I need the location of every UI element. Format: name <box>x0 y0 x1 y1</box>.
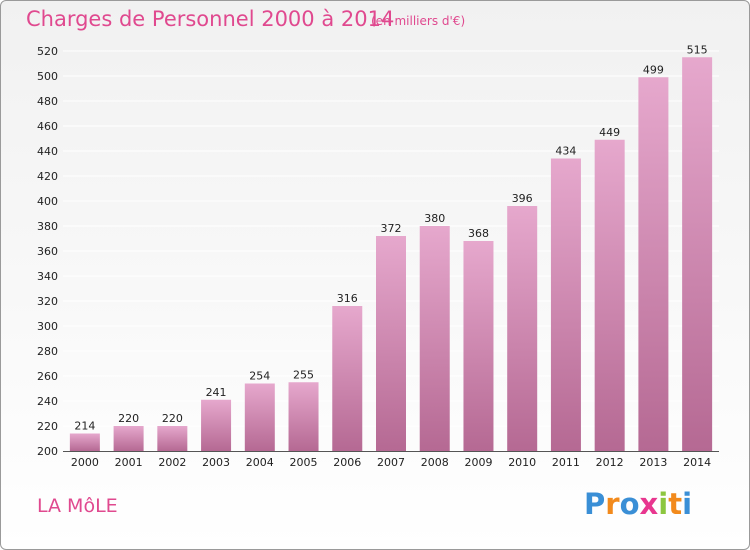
bar-2013 <box>638 77 669 451</box>
y-tick-label: 500 <box>37 70 58 83</box>
data-label-2005: 255 <box>293 368 314 381</box>
logo-letter: i <box>658 487 669 521</box>
y-tick-label: 520 <box>37 45 58 58</box>
data-label-2001: 220 <box>118 412 139 425</box>
x-tick-label: 2011 <box>552 456 580 469</box>
data-label-2003: 241 <box>206 386 227 399</box>
bar-2012 <box>594 139 625 451</box>
logo-letter: P <box>584 487 606 521</box>
y-tick-label: 320 <box>37 295 58 308</box>
data-label-2008: 380 <box>424 212 445 225</box>
data-label-2006: 316 <box>337 292 358 305</box>
bar-2014 <box>682 57 713 451</box>
data-label-2011: 434 <box>555 145 576 158</box>
y-tick-label: 360 <box>37 245 58 258</box>
bar-2011 <box>550 158 581 451</box>
y-tick-label: 440 <box>37 145 58 158</box>
bar-2010 <box>507 206 538 451</box>
logo-letter: x <box>639 487 659 521</box>
x-axis-ticks: 2000 2001 2002 2003 2004 2005 2006 2007 2008 2009… <box>71 456 711 469</box>
data-label-2004: 254 <box>249 370 270 383</box>
x-tick-label: 2004 <box>246 456 274 469</box>
bar-2005 <box>288 382 319 451</box>
bar-2004 <box>244 383 275 451</box>
y-tick-label: 480 <box>37 95 58 108</box>
commune-name: LA MôLE <box>37 495 118 517</box>
y-tick-label: 200 <box>37 445 58 458</box>
x-tick-label: 2013 <box>639 456 667 469</box>
x-tick-label: 2005 <box>290 456 318 469</box>
y-tick-label: 460 <box>37 120 58 133</box>
data-label-2012: 449 <box>599 126 620 139</box>
bar-2001 <box>113 426 144 451</box>
data-label-2014: 515 <box>687 43 708 56</box>
x-tick-label: 2001 <box>115 456 143 469</box>
x-tick-label: 2003 <box>202 456 230 469</box>
data-label-2009: 368 <box>468 227 489 240</box>
x-tick-label: 2010 <box>508 456 536 469</box>
y-tick-label: 220 <box>37 420 58 433</box>
y-tick-label: 260 <box>37 370 58 383</box>
x-tick-label: 2009 <box>464 456 492 469</box>
logo-letter: o <box>619 487 640 521</box>
y-axis-ticks: 200 220 240 260 280 300 320 340 360 380 400 420 440 4… <box>37 45 58 458</box>
x-tick-label: 2008 <box>421 456 449 469</box>
y-tick-label: 240 <box>37 395 58 408</box>
bar-2008 <box>419 226 450 451</box>
data-label-2000: 214 <box>74 420 95 433</box>
logo-letter: t <box>668 487 683 521</box>
chart-subtitle: (en milliers d'€) <box>371 14 466 28</box>
logo-letter: i <box>682 487 693 521</box>
x-tick-label: 2006 <box>333 456 361 469</box>
bar-2000 <box>69 433 100 451</box>
bar-2007 <box>376 236 406 451</box>
proxiti-logo: Proxiti <box>584 487 692 521</box>
x-tick-label: 2007 <box>377 456 405 469</box>
chart-title: Charges de Personnel 2000 à 2014 <box>26 7 395 31</box>
y-tick-label: 380 <box>37 220 58 233</box>
bar-2002 <box>157 426 188 451</box>
x-tick-label: 2002 <box>158 456 186 469</box>
data-label-2002: 220 <box>162 412 183 425</box>
data-labels: 214 220 220 241 254 255 316 372 380 368 396 434 449 4… <box>74 43 707 432</box>
data-label-2010: 396 <box>512 192 533 205</box>
logo-letter: r <box>605 487 620 521</box>
bar-2003 <box>201 399 232 451</box>
y-tick-label: 340 <box>37 270 58 283</box>
data-label-2013: 499 <box>643 63 664 76</box>
bars <box>69 57 713 451</box>
data-label-2007: 372 <box>381 222 402 235</box>
bar-2009 <box>463 241 494 451</box>
x-tick-label: 2012 <box>596 456 624 469</box>
y-tick-label: 400 <box>37 195 58 208</box>
x-tick-label: 2014 <box>683 456 711 469</box>
y-tick-label: 300 <box>37 320 58 333</box>
y-tick-label: 420 <box>37 170 58 183</box>
x-tick-label: 2000 <box>71 456 99 469</box>
bar-2006 <box>332 306 363 451</box>
y-tick-label: 280 <box>37 345 58 358</box>
